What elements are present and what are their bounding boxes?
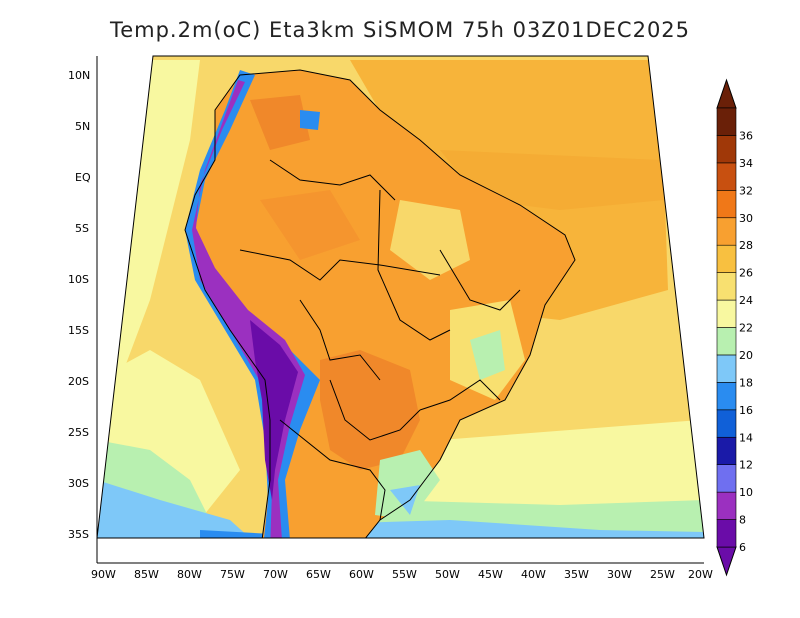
legend-label: 8 [739, 514, 746, 527]
legend-swatch [716, 436, 737, 465]
land-hot-north [250, 95, 310, 150]
lon-label: 85W [134, 568, 159, 581]
legend-label: 34 [739, 157, 753, 170]
legend-swatch [716, 464, 737, 493]
legend-label: 18 [739, 376, 753, 389]
lat-label: 5N [75, 120, 90, 133]
legend-swatch [716, 244, 737, 273]
temperature-field [97, 56, 704, 538]
legend-swatch [716, 299, 737, 328]
lon-label: 30W [607, 568, 632, 581]
legend-label: 6 [739, 541, 746, 554]
lon-label: 20W [688, 568, 713, 581]
legend-swatch [716, 107, 737, 136]
lat-label: 10N [68, 69, 90, 82]
lat-label: EQ [75, 171, 91, 184]
legend-swatch [716, 409, 737, 438]
border-northeast [439, 249, 521, 311]
legend-swatch [716, 272, 737, 301]
lon-label: 55W [392, 568, 417, 581]
legend-label: 30 [739, 212, 753, 225]
legend-label: 12 [739, 459, 753, 472]
ocean-cold-south-atlantic [280, 520, 704, 538]
lat-label: 10S [68, 273, 89, 286]
lon-label: 70W [263, 568, 288, 581]
ocean-cold-pacific [97, 480, 250, 538]
land-highlands-cool [470, 330, 505, 380]
lat-label: 35S [68, 528, 89, 541]
lat-label: 25S [68, 426, 89, 439]
longitude-axis: 90W 85W 80W 75W 70W 65W 60W 55W 50W 45W … [91, 568, 713, 581]
lon-label: 90W [91, 568, 116, 581]
legend-swatch [716, 190, 737, 219]
legend-arrow-max [716, 78, 737, 109]
border-southeast [419, 379, 501, 411]
lon-label: 80W [177, 568, 202, 581]
border-north [269, 159, 396, 201]
map-frame [96, 55, 705, 539]
legend-arrow-min [716, 546, 737, 577]
lon-label: 75W [220, 568, 245, 581]
legend-swatch [716, 327, 737, 356]
lon-label: 40W [521, 568, 546, 581]
legend-label: 16 [739, 404, 753, 417]
land-hot-chaco [320, 350, 420, 470]
map-title: Temp.2m(oC) Eta3km SiSMOM 75h 03Z01DEC20… [109, 18, 691, 42]
lon-label: 45W [478, 568, 503, 581]
legend-label: 20 [739, 349, 753, 362]
legend-label: 22 [739, 322, 753, 335]
legend-label: 26 [739, 267, 753, 280]
land-south-cold [390, 485, 420, 515]
andes-altiplano [250, 320, 298, 500]
legend-label: 10 [739, 486, 753, 499]
lon-label: 50W [435, 568, 460, 581]
latitude-axis: 10N 5N EQ 5S 10S 15S 20S 25S 30S 35S [68, 69, 91, 541]
lat-label: 20S [68, 375, 89, 388]
legend-label: 36 [739, 129, 753, 142]
lon-label: 35W [564, 568, 589, 581]
legend-label: 28 [739, 239, 753, 252]
legend-swatch [716, 519, 737, 548]
legend-swatch [716, 217, 737, 246]
land-south-cool [375, 450, 440, 520]
color-legend: 6 8 10 12 14 16 18 20 22 24 26 28 30 32 34 36 [716, 78, 753, 577]
legend-swatch [716, 135, 737, 164]
border-amazon [239, 249, 441, 281]
lon-label: 60W [349, 568, 374, 581]
land-plateau [390, 200, 470, 280]
border-paraguay [329, 379, 421, 441]
border-argentina [279, 419, 386, 521]
legend-swatch [716, 354, 737, 383]
border-bolivia [299, 299, 381, 381]
legend-swatch [716, 491, 737, 520]
lon-label: 65W [306, 568, 331, 581]
legend-swatch [716, 382, 737, 411]
lat-label: 15S [68, 324, 89, 337]
political-borders [184, 69, 576, 538]
border-central [377, 189, 451, 341]
lat-label: 5S [75, 222, 89, 235]
legend-label: 14 [739, 431, 753, 444]
lat-label: 30S [68, 477, 89, 490]
land-hot-amazon [260, 190, 360, 260]
legend-swatch [716, 162, 737, 191]
guiana-highlands [300, 110, 320, 130]
coastline [184, 69, 576, 538]
lon-label: 25W [650, 568, 675, 581]
legend-label: 32 [739, 184, 753, 197]
legend-label: 24 [739, 294, 753, 307]
